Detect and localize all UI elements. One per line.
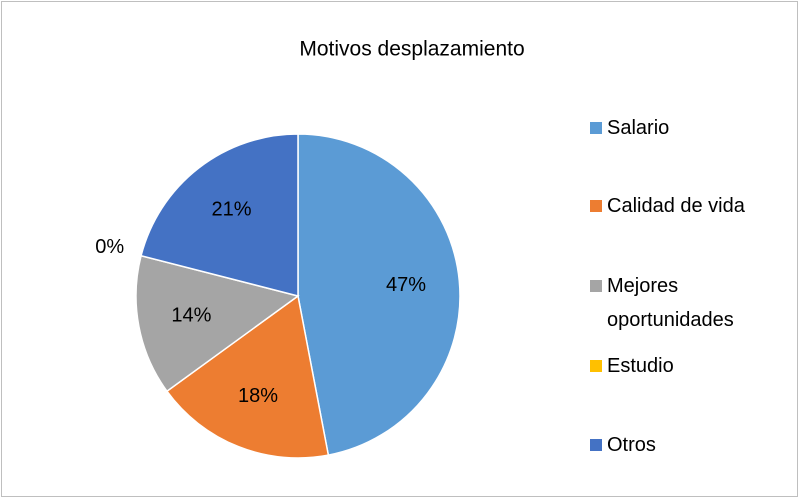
legend-label: Mejores oportunidades bbox=[607, 275, 734, 331]
legend-item: Otros bbox=[590, 428, 780, 462]
data-label: 21% bbox=[211, 199, 251, 221]
legend-item: Mejores oportunidades bbox=[590, 269, 780, 337]
legend-swatch bbox=[590, 360, 602, 372]
legend-label: Estudio bbox=[607, 355, 674, 377]
legend-label: Otros bbox=[607, 434, 656, 456]
pie-slice bbox=[165, 294, 330, 459]
legend-swatch bbox=[590, 122, 602, 134]
legend-swatch bbox=[590, 439, 602, 451]
legend-item: Estudio bbox=[590, 349, 780, 383]
chart-title: Motivos desplazamiento bbox=[299, 38, 524, 61]
legend-swatch bbox=[590, 280, 602, 292]
legend-label: Salario bbox=[607, 117, 670, 139]
data-label: 14% bbox=[171, 305, 211, 327]
legend-item: Calidad de vida bbox=[590, 189, 780, 223]
data-label: 0% bbox=[95, 236, 124, 258]
pie-slice bbox=[140, 133, 299, 297]
data-label: 47% bbox=[386, 274, 426, 296]
legend-item: Salario bbox=[590, 111, 780, 145]
pie-slice bbox=[297, 133, 461, 457]
legend-label: Calidad de vida bbox=[607, 195, 745, 217]
data-label: 18% bbox=[238, 385, 278, 407]
legend-swatch bbox=[590, 200, 602, 212]
pie-slice bbox=[135, 254, 300, 393]
